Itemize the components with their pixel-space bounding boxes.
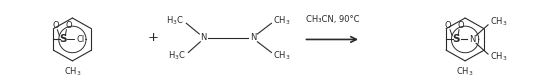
Text: H$_3$C: H$_3$C xyxy=(165,14,183,27)
Text: CH$_3$: CH$_3$ xyxy=(63,66,81,78)
Text: S: S xyxy=(452,34,460,44)
Text: CH$_3$: CH$_3$ xyxy=(490,16,507,28)
Text: +: + xyxy=(148,31,159,44)
Text: O: O xyxy=(52,21,58,30)
Text: N: N xyxy=(250,33,257,42)
Text: O: O xyxy=(65,21,72,30)
Text: CH$_3$: CH$_3$ xyxy=(490,51,507,63)
Text: O: O xyxy=(458,21,465,30)
Text: N: N xyxy=(200,33,207,42)
Text: CH$_3$: CH$_3$ xyxy=(273,14,291,27)
Text: CH₃CN, 90°C: CH₃CN, 90°C xyxy=(305,15,359,24)
Text: N: N xyxy=(469,35,475,44)
Text: S: S xyxy=(60,34,67,44)
Text: CH$_3$: CH$_3$ xyxy=(456,66,474,78)
Text: CH$_3$: CH$_3$ xyxy=(273,49,291,62)
Text: O: O xyxy=(444,21,451,30)
Text: Cl: Cl xyxy=(76,35,85,44)
Text: H$_3$C: H$_3$C xyxy=(168,49,185,62)
